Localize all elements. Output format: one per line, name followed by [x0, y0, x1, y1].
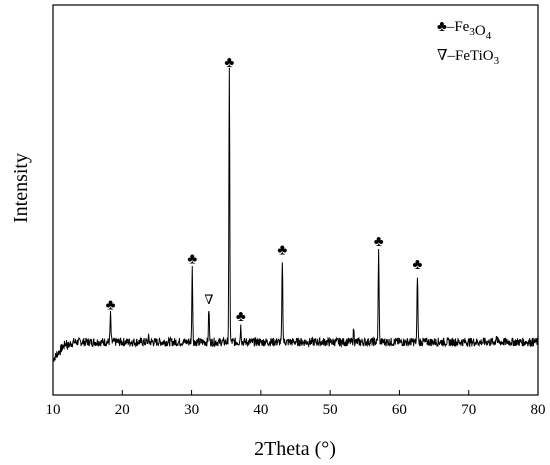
- fe3o4-peak-marker: ♣: [106, 298, 116, 314]
- x-tick-label: 40: [253, 402, 268, 418]
- legend: ♣–Fe3O4 ∇–FeTiO3: [437, 19, 500, 67]
- x-axis-title: 2Theta (°): [254, 438, 336, 460]
- legend-entry-fetio3: ∇–FeTiO3: [437, 48, 500, 67]
- x-tick-label: 20: [115, 402, 130, 418]
- x-tick-label: 10: [46, 402, 61, 418]
- fe3o4-peak-marker: ♣: [413, 257, 423, 273]
- x-axis-tick-labels: 10 20 30 40 50 60 70 80: [46, 402, 546, 418]
- fe3o4-peak-marker: ♣: [277, 243, 287, 259]
- fe3o4-peak-marker: ♣: [236, 309, 246, 325]
- xrd-pattern-line: [52, 67, 539, 362]
- x-tick-label: 30: [184, 402, 199, 418]
- fetio3-peak-marker: ∇: [204, 292, 213, 307]
- x-tick-label: 70: [461, 402, 476, 418]
- x-tick-label: 60: [392, 402, 407, 418]
- x-axis-ticks: [52, 390, 539, 395]
- peak-markers: ♣ ♣ ∇ ♣ ♣ ♣ ♣ ♣: [106, 55, 423, 325]
- x-tick-label: 80: [531, 402, 546, 418]
- x-tick-label: 50: [323, 402, 338, 418]
- fe3o4-peak-marker: ♣: [224, 55, 234, 71]
- fe3o4-peak-marker: ♣: [187, 251, 197, 267]
- plot-frame: [52, 4, 539, 396]
- legend-entry-fe3o4: ♣–Fe3O4: [437, 19, 492, 42]
- y-axis-title: Intensity: [10, 153, 32, 223]
- fe3o4-peak-marker: ♣: [374, 234, 384, 250]
